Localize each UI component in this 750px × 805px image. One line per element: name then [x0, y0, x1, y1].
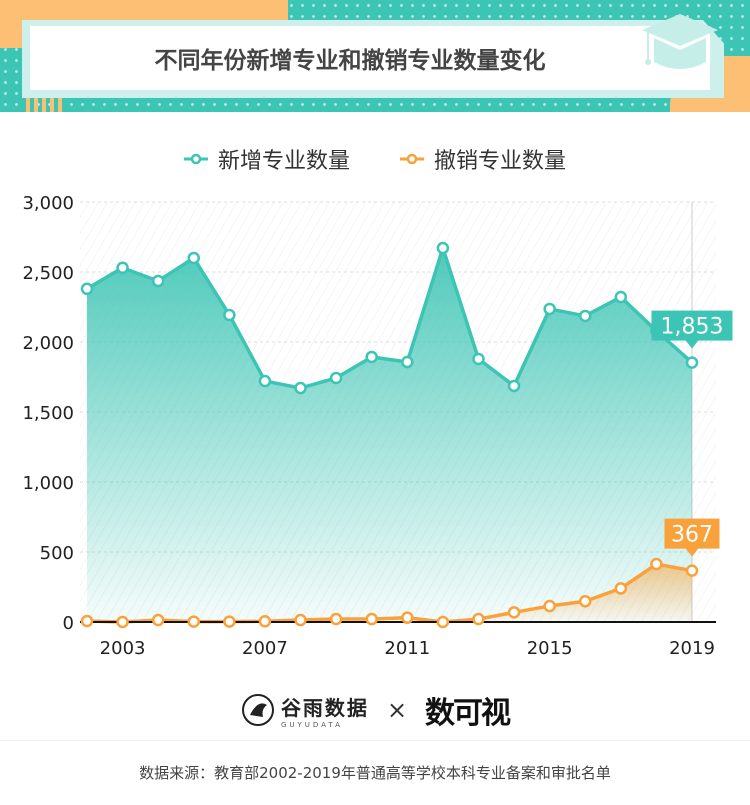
bird-logo-icon: [241, 694, 274, 726]
graduation-cap-icon: [642, 14, 718, 69]
data-point: [258, 374, 272, 388]
guyu-logo: 谷雨数据 GUYUDATA: [241, 692, 369, 729]
header-band: 不同年份新增专业和撤销专业数量变化: [0, 0, 750, 112]
data-point: [578, 595, 592, 608]
logo1-name: 谷雨数据: [280, 695, 369, 720]
legend: 新增专业数量 撤销专业数量: [0, 143, 750, 175]
data-point: [650, 557, 663, 571]
data-point: [507, 379, 521, 393]
legend-item-removed[interactable]: 撤销专业数量: [400, 143, 566, 175]
data-point: [365, 350, 378, 364]
area-removed: [87, 564, 692, 622]
legend-marker-teal: [183, 153, 208, 165]
y-tick-label: 0: [63, 613, 74, 634]
data-point: [223, 615, 236, 628]
y-tick-label: 2,500: [22, 263, 74, 284]
data-point: [365, 612, 378, 626]
data-point: [116, 261, 129, 275]
data-point: [401, 611, 414, 624]
data-point: [116, 615, 129, 629]
data-point: [472, 612, 485, 626]
series-line-new: [86, 246, 694, 390]
value-callout-label: 1,853: [661, 315, 724, 340]
data-source: 数据来源：教育部2002-2019年普通高等学校本科专业备案和审批名单: [139, 764, 611, 782]
data-point: [151, 613, 165, 627]
value-callout: [664, 518, 720, 549]
data-point: [80, 614, 94, 628]
legend-label: 新增专业数量: [217, 149, 350, 174]
data-point: [329, 612, 343, 626]
data-point: [436, 241, 450, 255]
callout-pointer: [685, 339, 699, 349]
data-point: [472, 352, 485, 366]
x-tick-label: 2015: [527, 638, 573, 659]
y-tick-label: 2,000: [22, 333, 74, 354]
legend-label: 撤销专业数量: [434, 149, 567, 174]
data-point: [187, 615, 201, 628]
data-point: [685, 356, 699, 369]
chart-title: 不同年份新增专业和撤销专业数量变化: [154, 48, 546, 74]
data-point: [80, 282, 94, 296]
x-tick-label: 2019: [669, 638, 715, 659]
callout-pointer: [685, 547, 699, 557]
data-point: [543, 599, 556, 613]
data-point: [258, 615, 272, 628]
data-point: [401, 355, 414, 369]
value-callout-label: 367: [671, 523, 713, 548]
legend-item-new[interactable]: 新增专业数量: [183, 143, 350, 175]
y-tick-label: 1,500: [22, 403, 74, 424]
data-point: [294, 381, 307, 395]
x-tick-label: 2007: [242, 638, 288, 659]
data-point: [614, 582, 628, 595]
y-tick-label: 500: [40, 543, 74, 564]
chart: 0 500 1,000 1,500 2,000 2,500 3,000 2003 2007 201…: [22, 193, 733, 659]
title-box: 不同年份新增专业和撤销专业数量变化: [22, 20, 724, 98]
data-point: [614, 290, 628, 304]
data-point: [294, 613, 307, 627]
data-point: [436, 615, 450, 629]
data-point: [187, 251, 201, 265]
shukeshi-logo: 数可视: [425, 696, 511, 731]
x-tick-label: 2003: [100, 638, 146, 659]
value-callout: [651, 310, 733, 341]
times-sign: ×: [386, 696, 408, 724]
data-point: [543, 302, 556, 316]
data-point: [151, 274, 165, 288]
logo1-sub: GUYUDATA: [280, 720, 343, 729]
divider: [0, 740, 750, 741]
x-tick-label: 2011: [384, 638, 430, 659]
data-point: [507, 606, 521, 619]
data-point: [329, 371, 343, 385]
area-new: [87, 248, 692, 622]
y-tick-label: 1,000: [22, 473, 74, 494]
legend-marker-orange: [400, 153, 424, 165]
y-tick-label: 3,000: [22, 193, 74, 214]
data-point: [578, 309, 592, 323]
data-point: [223, 308, 236, 322]
footer-logos: 谷雨数据 GUYUDATA × 数可视: [0, 688, 750, 732]
data-point: [685, 564, 699, 577]
